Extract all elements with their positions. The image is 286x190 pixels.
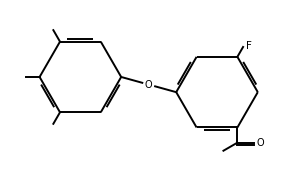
Text: F: F (246, 41, 252, 51)
Text: O: O (256, 138, 264, 148)
Text: O: O (145, 80, 152, 89)
